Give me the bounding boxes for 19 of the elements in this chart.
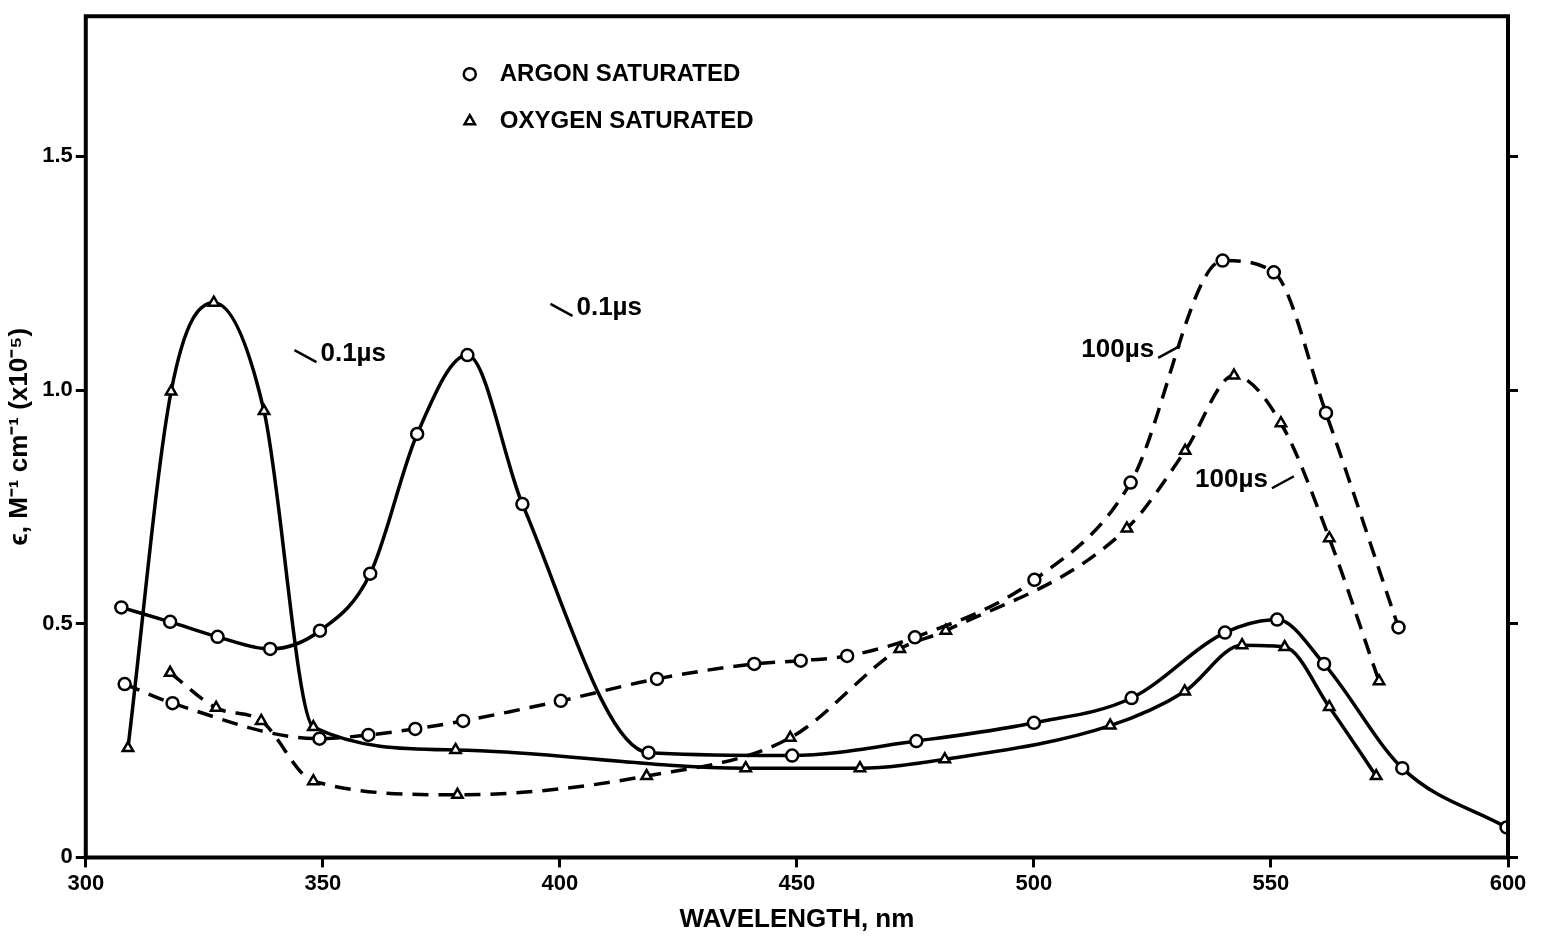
x-tick-label: 600: [1489, 869, 1527, 895]
annotation: 100µs: [1195, 463, 1268, 494]
x-tick-label: 300: [67, 869, 105, 895]
y-tick-label: 0.5: [42, 609, 73, 635]
y-tick-label: 0: [60, 843, 73, 869]
x-tick-label: 500: [1015, 869, 1053, 895]
x-tick-label: 450: [778, 869, 816, 895]
annotation: 0.1µs: [320, 337, 387, 368]
x-axis-title: WAVELENGTH, nm: [679, 902, 915, 933]
x-tick-label: 350: [304, 869, 342, 895]
x-tick-label: 550: [1252, 869, 1290, 895]
y-tick-label: 1.0: [42, 376, 73, 402]
legend-label: OXYGEN SATURATED: [499, 105, 754, 133]
annotation: 100µs: [1081, 333, 1155, 364]
y-axis-title: ϵ, M⁻¹ cm⁻¹ (x10⁻⁵): [2, 327, 33, 546]
annotation: 0.1µs: [576, 291, 643, 321]
x-tick-label: 400: [541, 869, 579, 895]
legend-label: ARGON SATURATED: [499, 58, 741, 86]
y-tick-label: 1.5: [42, 142, 73, 168]
